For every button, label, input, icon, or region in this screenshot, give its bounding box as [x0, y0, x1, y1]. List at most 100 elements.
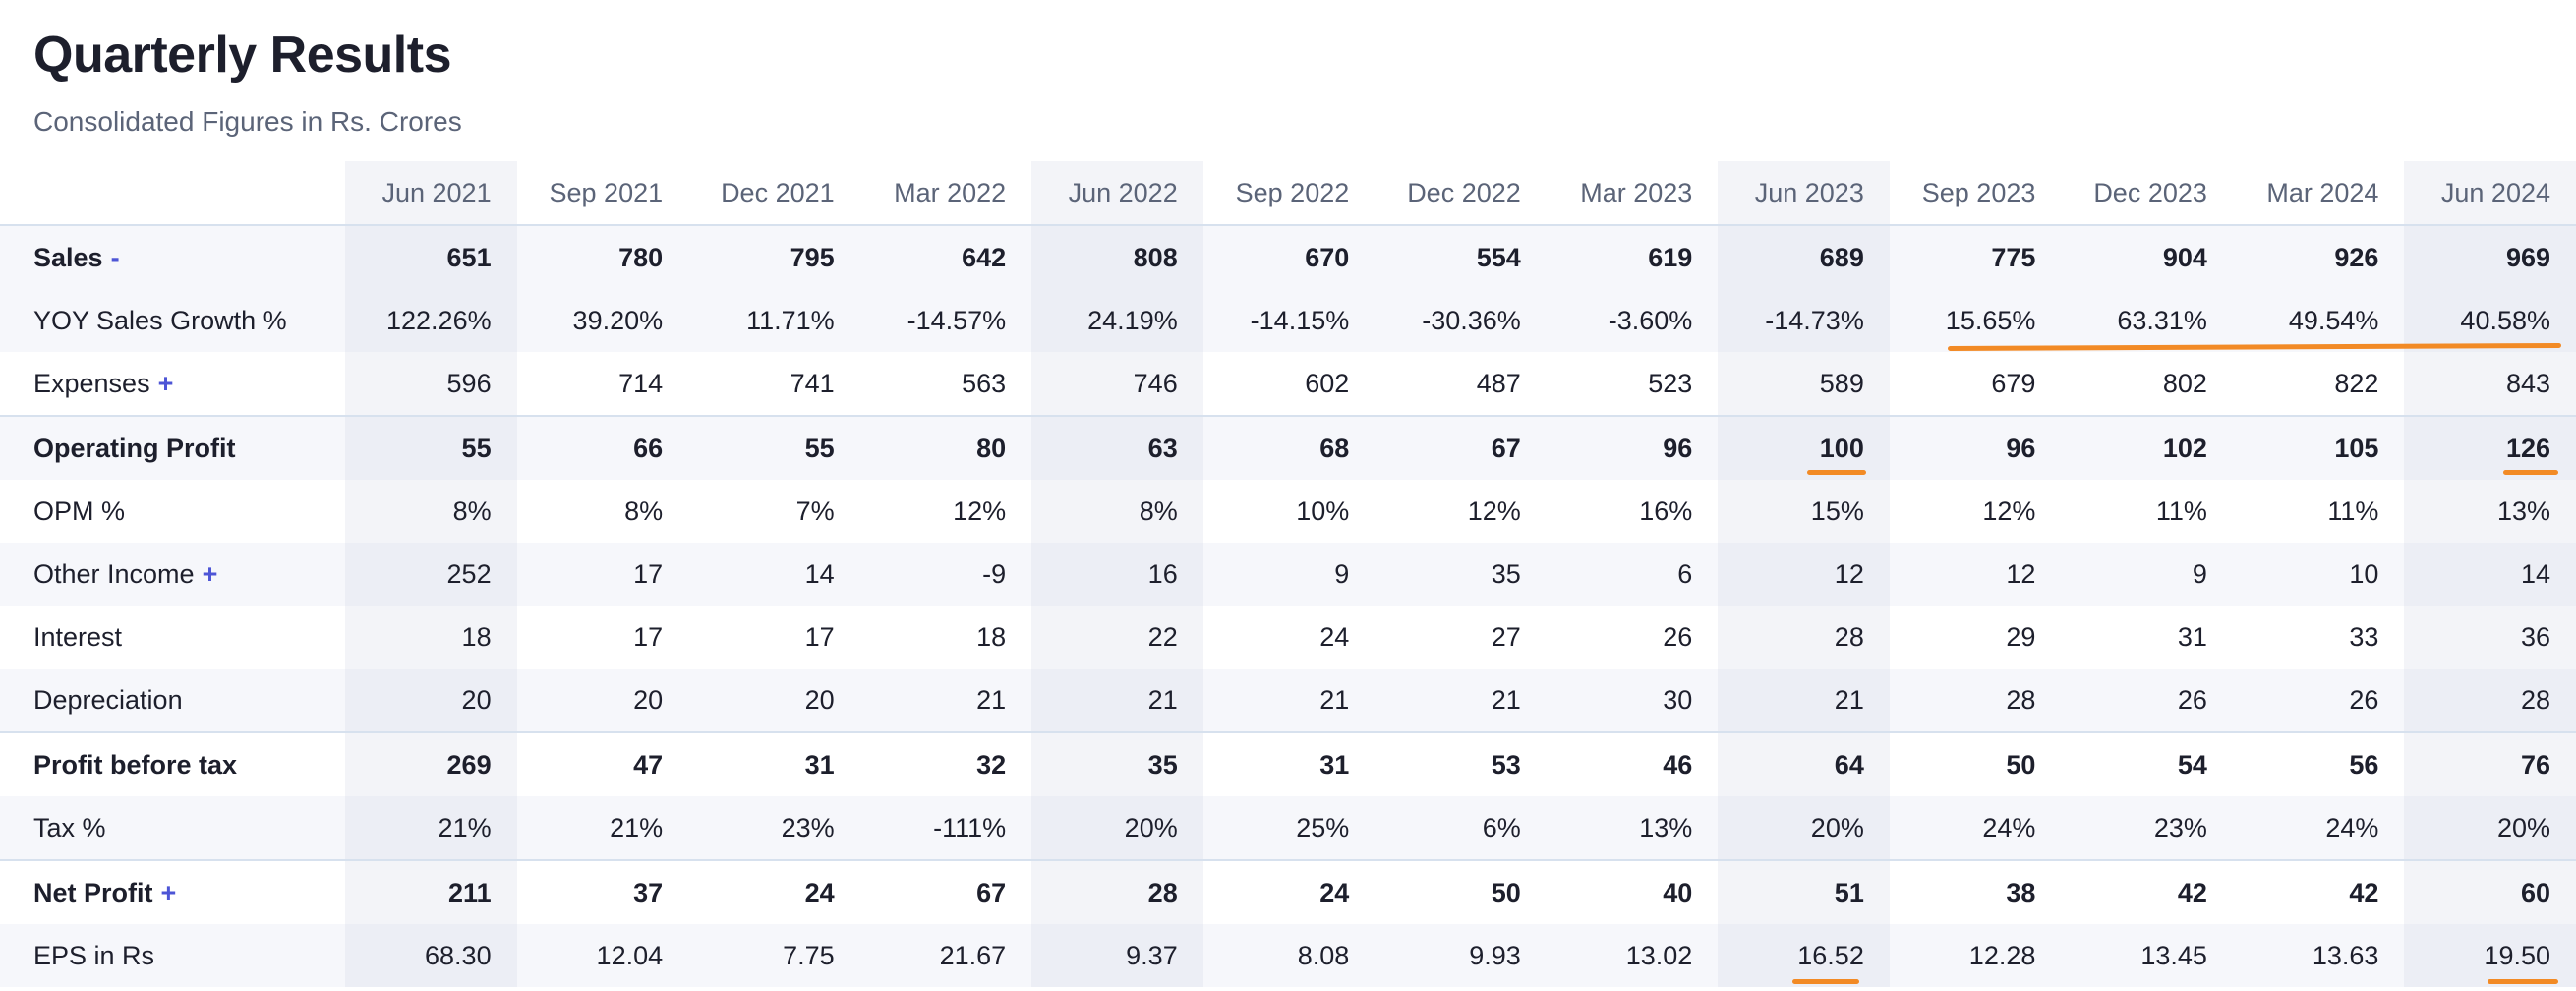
column-header-sep-2022: Sep 2022: [1202, 161, 1376, 226]
table-cell: 40.58%: [2404, 289, 2576, 352]
table-cell: -111%: [859, 796, 1032, 860]
table-cell: 105: [2232, 415, 2405, 480]
table-cell: 16%: [1639, 496, 1693, 526]
collapse-minus-button[interactable]: -: [110, 242, 120, 272]
expand-plus-button[interactable]: +: [157, 368, 174, 398]
table-cell: 33: [2349, 621, 2379, 652]
row-label: Tax %: [33, 812, 106, 843]
expand-plus-button[interactable]: +: [160, 877, 177, 907]
page-subtitle: Consolidated Figures in Rs. Crores: [33, 106, 462, 137]
column-header-dec-2023: Dec 2023: [2061, 161, 2233, 226]
table-cell: 35: [1031, 731, 1203, 796]
table-cell: 24: [688, 859, 860, 924]
table-cell: 746: [1031, 352, 1203, 416]
table-cell: 63: [1031, 415, 1203, 480]
table-cell: 12.28: [1889, 924, 2062, 987]
table-cell: 96: [1889, 415, 2062, 480]
table-cell: 9: [1202, 543, 1376, 606]
table-cell: 22: [1031, 606, 1203, 669]
table-cell: 24%: [2232, 796, 2405, 860]
table-cell: 24%: [1889, 796, 2062, 860]
table-cell: 20%: [2404, 796, 2576, 860]
table-cell: 28: [2404, 669, 2576, 732]
expand-plus-button[interactable]: +: [202, 558, 218, 589]
table-cell: 100: [1718, 415, 1890, 480]
table-cell: 13.45: [2061, 924, 2233, 987]
table-cell: 63.31%: [2061, 289, 2233, 352]
table-cell: -14.73%: [1718, 289, 1890, 352]
table-cell: 80: [859, 415, 1032, 480]
table-cell: 926: [2232, 225, 2405, 289]
table-row-yoy-sales-growth: YOY Sales Growth % 122.26% 39.20% 11.71% -14…: [0, 289, 2576, 352]
table-cell: 563: [962, 368, 1007, 398]
row-label-cell[interactable]: Net Profit +: [0, 859, 346, 924]
table-cell: 19.50: [2404, 924, 2576, 987]
table-cell: 6%: [1375, 796, 1547, 860]
table-cell: 679: [1991, 368, 2036, 398]
annotation-underline-eps-jun2023: [1792, 979, 1859, 984]
table-cell: 47: [516, 731, 689, 796]
table-cell: 31: [688, 731, 860, 796]
table-cell: 14: [688, 543, 860, 606]
table-cell: 28: [1718, 606, 1890, 669]
annotation-underline-op-jun2023: [1807, 470, 1866, 475]
table-row-expenses: Expenses +596 714 741 563 746 602 487 523 589 679 8…: [0, 352, 2576, 416]
table-cell: 589: [1718, 352, 1890, 416]
table-cell: 21: [1375, 669, 1547, 732]
table-cell: 60: [2404, 859, 2576, 924]
table-cell: 487: [1476, 368, 1521, 398]
row-label-cell[interactable]: Other Income +: [0, 543, 346, 606]
table-cell: 23%: [2061, 796, 2233, 860]
table-cell: 17: [633, 621, 664, 652]
table-cell: 795: [688, 225, 860, 289]
table-cell: 126: [2404, 415, 2576, 480]
table-cell: 31: [2177, 621, 2207, 652]
annotation-underline-eps-jun2024: [2488, 979, 2558, 984]
table-row-operating-profit: Operating Profit 55 66 55 80 63 68 67 96 100 96 102…: [0, 415, 2576, 480]
table-cell: 20: [345, 669, 517, 732]
row-label-cell[interactable]: Sales -: [0, 225, 346, 289]
table-row-opm: OPM % 8% 8% 7% 12% 8% 10% 12% 16% 15% 12% 11% 11% 13%: [0, 480, 2576, 543]
table-cell: 17: [804, 621, 835, 652]
row-label-cell: Operating Profit: [0, 415, 346, 480]
quarterly-results-table: Jun 2021 Sep 2021 Dec 2021 Mar 2022 Jun 2022…: [0, 161, 2576, 987]
table-cell: 68: [1202, 415, 1376, 480]
row-label-cell: Tax %: [0, 796, 346, 860]
table-cell: 21: [1031, 669, 1203, 732]
table-cell: 554: [1375, 225, 1547, 289]
column-header-sep-2021: Sep 2021: [516, 161, 689, 226]
table-cell: 26: [2232, 669, 2405, 732]
table-cell: 12%: [953, 496, 1007, 526]
table-cell: 8%: [624, 496, 664, 526]
table-cell: 76: [2404, 731, 2576, 796]
row-label-cell: EPS in Rs: [0, 924, 346, 987]
table-cell: 39.20%: [516, 289, 689, 352]
header-label-cell: [0, 161, 346, 226]
table-row-depreciation: Depreciation 20 20 20 21 21 21 21 30 21 28 26 26 28: [0, 669, 2576, 732]
table-cell: 56: [2232, 731, 2405, 796]
table-cell: 11%: [2327, 496, 2379, 526]
row-label: Other Income: [33, 558, 195, 589]
row-label: Interest: [33, 621, 123, 652]
row-label-cell[interactable]: Expenses +: [0, 352, 345, 416]
table-cell: 28: [1889, 669, 2062, 732]
table-cell: 20: [516, 669, 689, 732]
table-cell: 96: [1546, 415, 1719, 480]
table-cell: 969: [2404, 225, 2576, 289]
column-header-dec-2021: Dec 2021: [688, 161, 860, 226]
row-label: Operating Profit: [33, 433, 236, 463]
table-cell: 20%: [1718, 796, 1890, 860]
table-cell: 822: [2334, 368, 2379, 398]
table-cell: 53: [1375, 731, 1547, 796]
column-header-dec-2022: Dec 2022: [1375, 161, 1547, 226]
row-label-cell: YOY Sales Growth %: [0, 289, 346, 352]
table-cell: 741: [790, 368, 835, 398]
table-cell: 28: [1031, 859, 1203, 924]
table-cell: 10: [2232, 543, 2405, 606]
table-cell: 12%: [1982, 496, 2036, 526]
table-cell: 9.93: [1375, 924, 1547, 987]
table-cell: 42: [2232, 859, 2405, 924]
row-label-cell: Profit before tax: [0, 731, 346, 796]
table-cell: 67: [1375, 415, 1547, 480]
table-cell: 12: [1718, 543, 1890, 606]
